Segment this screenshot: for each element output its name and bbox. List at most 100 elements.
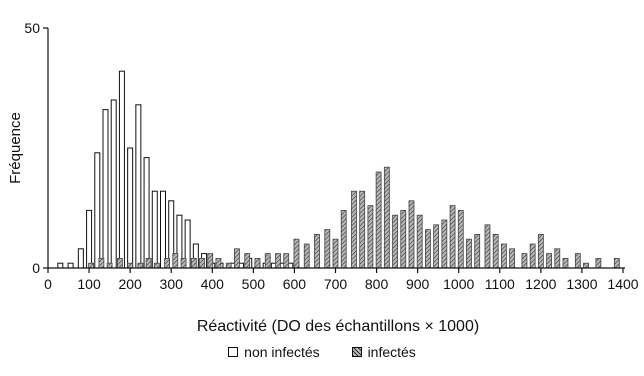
bar-non-infected	[77, 248, 84, 269]
x-tick-label: 1200	[525, 276, 556, 292]
bar-infected	[190, 257, 197, 269]
bar-infected	[351, 190, 357, 269]
bar-infected	[207, 253, 214, 269]
bar-non-infected	[102, 109, 109, 269]
x-tick-label: 400	[201, 276, 225, 292]
legend: non infectés infectés	[0, 344, 644, 360]
bar-infected	[392, 214, 398, 269]
y-axis-label: Fréquence	[7, 112, 24, 184]
bar-infected	[554, 248, 561, 269]
infected-swatch-icon	[351, 347, 362, 357]
bar-non-infected	[118, 70, 125, 269]
bar-non-infected	[94, 152, 101, 269]
bar-infected	[492, 233, 499, 269]
legend-item-infected: infectés	[351, 344, 416, 360]
axes-group	[47, 28, 625, 269]
bar-infected	[546, 253, 552, 269]
bar-infected	[484, 224, 491, 269]
bar-infected	[116, 257, 123, 269]
bar-infected	[383, 166, 390, 269]
x-tick-label: 200	[118, 276, 142, 292]
bar-infected	[433, 224, 440, 269]
x-tick-label: 1100	[485, 276, 515, 292]
x-tick-label: 1000	[443, 276, 474, 292]
bars-group	[57, 70, 620, 269]
bar-infected	[88, 262, 95, 269]
bar-infected	[416, 214, 423, 269]
bar-non-infected	[67, 262, 74, 269]
bar-infected	[244, 253, 251, 269]
bar-infected	[408, 200, 415, 269]
legend-item-non-infected: non infectés	[228, 344, 320, 360]
bar-infected	[283, 253, 290, 269]
bar-infected	[264, 253, 271, 269]
bar-infected	[474, 233, 481, 269]
x-tick-label: 0	[44, 276, 52, 292]
y-tick-label: 50	[24, 20, 40, 36]
bar-infected	[215, 257, 222, 269]
y-tick-label: 0	[32, 260, 40, 276]
bar-infected	[254, 257, 261, 269]
bar-infected	[293, 238, 300, 269]
legend-label-non-infected: non infectés	[244, 344, 320, 360]
bar-infected	[562, 257, 569, 269]
bar-infected	[359, 190, 366, 269]
bar-infected	[537, 233, 544, 269]
bar-infected	[127, 262, 134, 269]
x-tick-label: 1300	[566, 276, 597, 292]
x-axis-label: Réactivité (DO des échantillons × 1000)	[197, 318, 479, 335]
bar-infected	[180, 257, 187, 269]
bar-infected	[137, 262, 144, 269]
bar-non-infected	[86, 209, 93, 269]
bar-infected	[449, 205, 456, 269]
bar-infected	[500, 243, 507, 269]
bar-infected	[367, 205, 374, 269]
bar-infected	[303, 243, 310, 269]
bar-non-infected	[135, 104, 142, 269]
x-tick-label: 800	[365, 276, 389, 292]
bar-infected	[613, 257, 620, 269]
bar-infected	[425, 229, 431, 269]
x-tick-label: 300	[160, 276, 184, 292]
bar-infected	[509, 248, 516, 269]
bar-non-infected	[160, 190, 166, 269]
bar-infected	[199, 257, 205, 269]
x-tick-label: 1400	[607, 276, 638, 292]
bar-infected	[595, 257, 602, 269]
bar-infected	[441, 219, 448, 269]
x-tick-label: 600	[283, 276, 307, 292]
bar-infected	[98, 257, 105, 269]
bar-infected	[529, 243, 536, 269]
bar-non-infected	[151, 190, 158, 269]
bar-infected	[164, 257, 171, 269]
bar-infected	[324, 229, 331, 269]
bar-infected	[172, 253, 179, 269]
bar-infected	[145, 257, 152, 269]
bar-infected	[340, 209, 347, 269]
bar-infected	[314, 233, 320, 269]
bar-infected	[225, 262, 232, 269]
bar-infected	[400, 209, 407, 269]
x-tick-label: 700	[324, 276, 348, 292]
bar-infected	[153, 262, 160, 269]
bar-infected	[234, 248, 240, 269]
legend-label-infected: infectés	[367, 344, 416, 360]
bar-non-infected	[143, 157, 150, 269]
x-tick-label: 900	[406, 276, 430, 292]
bar-infected	[574, 253, 581, 269]
x-tick-label: 500	[242, 276, 266, 292]
bar-infected	[106, 262, 113, 269]
bar-infected	[583, 262, 589, 269]
bar-infected	[332, 238, 339, 269]
non-infected-swatch-icon	[228, 347, 239, 357]
ticks-group: 0 100 200 300 400 500 600 700 800 900 1000 1100 1200…	[24, 20, 638, 292]
bar-infected	[275, 253, 281, 269]
bar-infected	[457, 209, 464, 269]
x-tick-label: 100	[77, 276, 101, 292]
bar-infected	[375, 171, 382, 269]
bar-infected	[466, 238, 472, 269]
bar-non-infected	[110, 99, 117, 269]
bar-non-infected	[127, 147, 134, 269]
